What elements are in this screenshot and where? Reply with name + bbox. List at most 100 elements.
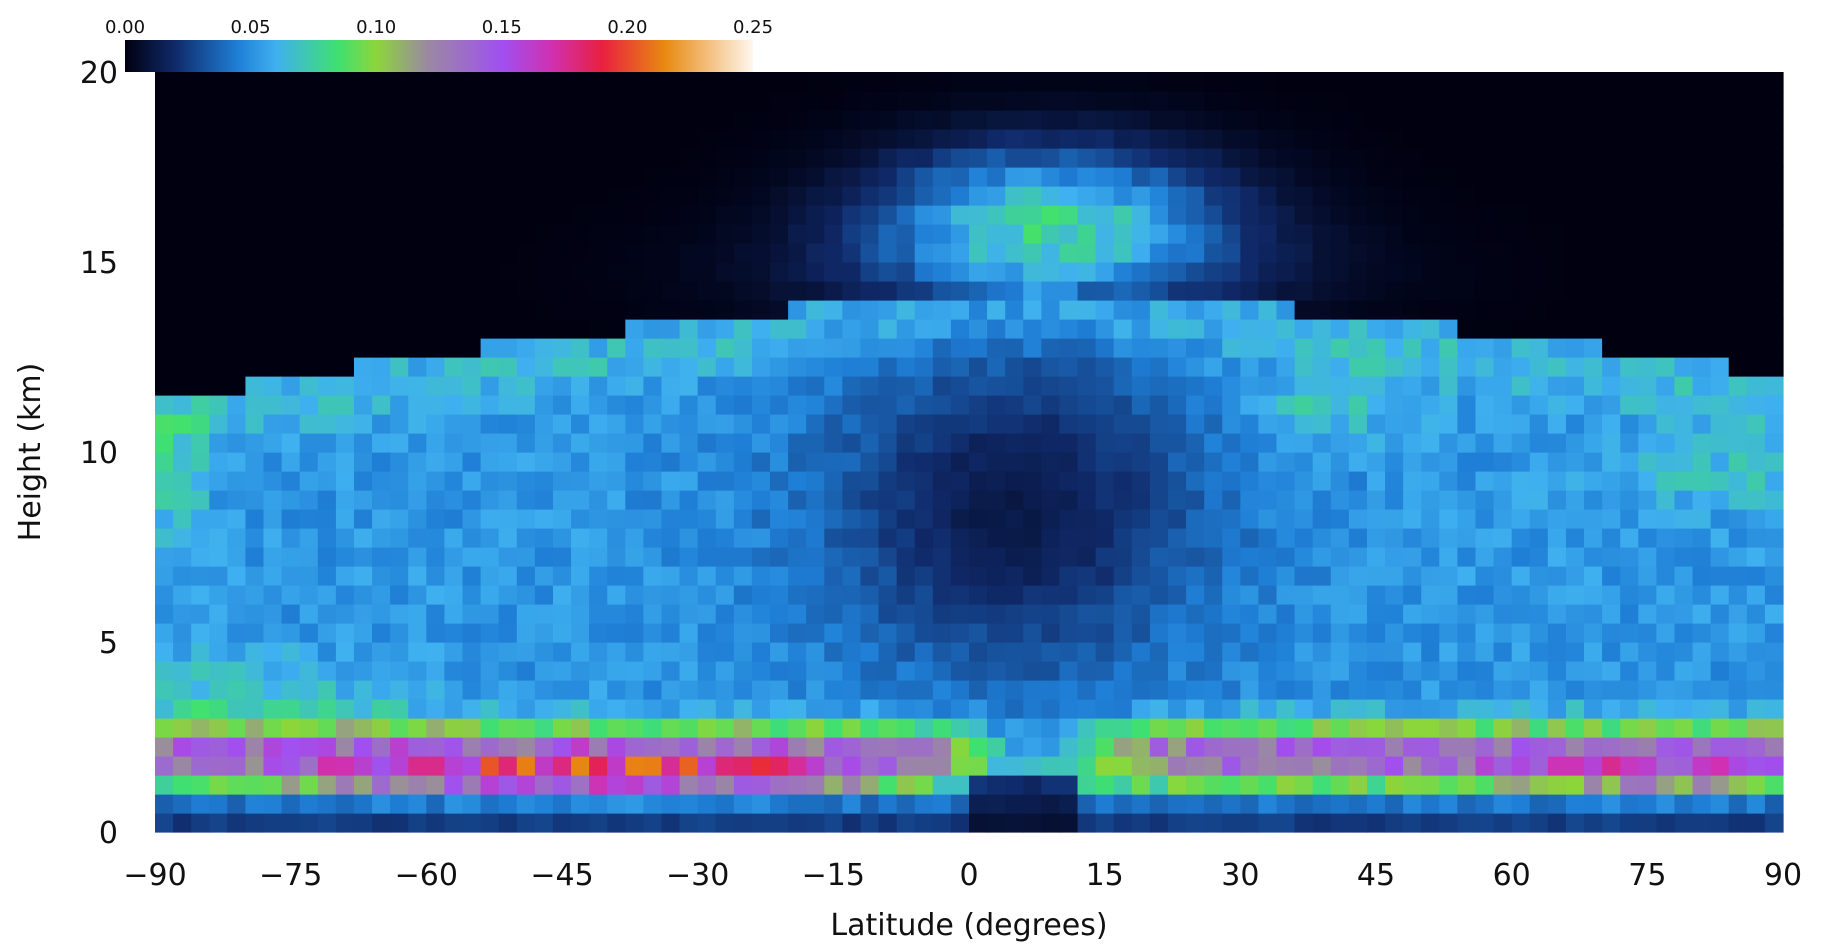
heatmap-cell — [1421, 775, 1440, 795]
heatmap-cell — [1511, 91, 1531, 111]
heatmap-cell — [1728, 718, 1748, 738]
heatmap-cell — [860, 547, 880, 567]
heatmap-cell — [227, 813, 247, 833]
heatmap-cell — [462, 699, 482, 719]
heatmap-cell — [1186, 680, 1205, 700]
heatmap-cell — [1493, 72, 1513, 92]
heatmap-cell — [770, 623, 789, 643]
heatmap-cell — [1222, 471, 1241, 491]
heatmap-cell — [1547, 91, 1567, 111]
heatmap-cell — [1728, 243, 1748, 263]
heatmap-cell — [1602, 794, 1621, 814]
heatmap-cell — [263, 433, 283, 453]
heatmap-cell — [1674, 167, 1694, 187]
heatmap-cell — [335, 604, 355, 624]
heatmap-cell — [1746, 642, 1766, 662]
heatmap-cell — [643, 794, 663, 814]
heatmap-cell — [1204, 794, 1223, 814]
heatmap-cell — [1439, 414, 1458, 434]
heatmap-cell — [1439, 756, 1458, 776]
heatmap-cell — [426, 680, 446, 700]
heatmap-cell — [1403, 718, 1422, 738]
heatmap-cell — [534, 452, 554, 472]
heatmap-cell — [281, 490, 301, 510]
heatmap-cell — [1475, 376, 1495, 396]
heatmap-cell — [1240, 281, 1260, 301]
heatmap-cell — [263, 680, 283, 700]
heatmap-cell — [1330, 376, 1350, 396]
heatmap-cell — [372, 243, 391, 263]
heatmap-cell — [1077, 395, 1097, 415]
heatmap-cell — [173, 300, 192, 320]
heatmap-cell — [770, 338, 789, 358]
heatmap-cell — [209, 604, 228, 624]
heatmap-cell — [1584, 129, 1603, 149]
heatmap-cell — [1023, 718, 1042, 738]
heatmap-cell — [932, 224, 952, 244]
heatmap-cell — [1348, 737, 1368, 757]
heatmap-cell — [317, 167, 337, 187]
heatmap-cell — [1366, 661, 1386, 681]
heatmap-cell — [516, 129, 536, 149]
heatmap-cell — [209, 585, 228, 605]
heatmap-cell — [1330, 72, 1350, 92]
heatmap-cell — [1692, 186, 1712, 206]
heatmap-cell — [534, 737, 554, 757]
heatmap-cell — [462, 110, 482, 130]
heatmap-cell — [390, 338, 409, 358]
heatmap-cell — [643, 148, 663, 168]
heatmap-cell — [571, 775, 590, 795]
heatmap-cell — [1656, 281, 1676, 301]
heatmap-cell — [1710, 756, 1730, 776]
heatmap-cell — [1728, 490, 1748, 510]
heatmap-cell — [534, 794, 554, 814]
heatmap-cell — [1348, 243, 1368, 263]
heatmap-cell — [1764, 509, 1784, 529]
heatmap-cell — [806, 129, 825, 149]
heatmap-cell — [335, 471, 355, 491]
heatmap-cell — [715, 262, 735, 282]
heatmap-cell — [878, 243, 898, 263]
heatmap-cell — [173, 509, 192, 529]
heatmap-cell — [1258, 471, 1278, 491]
heatmap-cell — [1529, 319, 1549, 339]
heatmap-cell — [969, 566, 988, 586]
x-tick-label: 15 — [1086, 858, 1124, 893]
heatmap-cell — [1240, 547, 1260, 567]
heatmap-cell — [462, 357, 482, 377]
heatmap-cell — [1023, 281, 1042, 301]
heatmap-cell — [733, 110, 753, 130]
heatmap-cell — [1620, 642, 1639, 662]
heatmap-cell — [155, 775, 174, 795]
heatmap-cell — [1330, 224, 1350, 244]
heatmap-cell — [209, 91, 228, 111]
heatmap-cell — [987, 167, 1006, 187]
heatmap-cell — [1366, 110, 1386, 130]
heatmap-cell — [1258, 319, 1278, 339]
heatmap-cell — [1131, 148, 1151, 168]
heatmap-cell — [806, 585, 825, 605]
heatmap-cell — [1565, 813, 1585, 833]
heatmap-cell — [1366, 300, 1386, 320]
heatmap-cell — [1276, 642, 1296, 662]
heatmap-cell — [408, 129, 427, 149]
heatmap-cell — [1385, 110, 1404, 130]
heatmap-cell — [1131, 281, 1151, 301]
heatmap-cell — [1294, 623, 1314, 643]
heatmap-cell — [806, 642, 825, 662]
heatmap-cell — [335, 566, 355, 586]
heatmap-cell — [1764, 148, 1784, 168]
heatmap-cell — [715, 528, 735, 548]
heatmap-cell — [842, 319, 862, 339]
heatmap-cell — [860, 319, 880, 339]
heatmap-cell — [1475, 338, 1495, 358]
heatmap-cell — [1330, 604, 1350, 624]
heatmap-cell — [625, 566, 644, 586]
heatmap-cell — [1493, 281, 1513, 301]
heatmap-cell — [571, 148, 590, 168]
heatmap-cell — [1077, 91, 1097, 111]
heatmap-cell — [372, 319, 391, 339]
heatmap-cell — [1294, 300, 1314, 320]
heatmap-cell — [1403, 72, 1422, 92]
heatmap-cell — [625, 243, 644, 263]
